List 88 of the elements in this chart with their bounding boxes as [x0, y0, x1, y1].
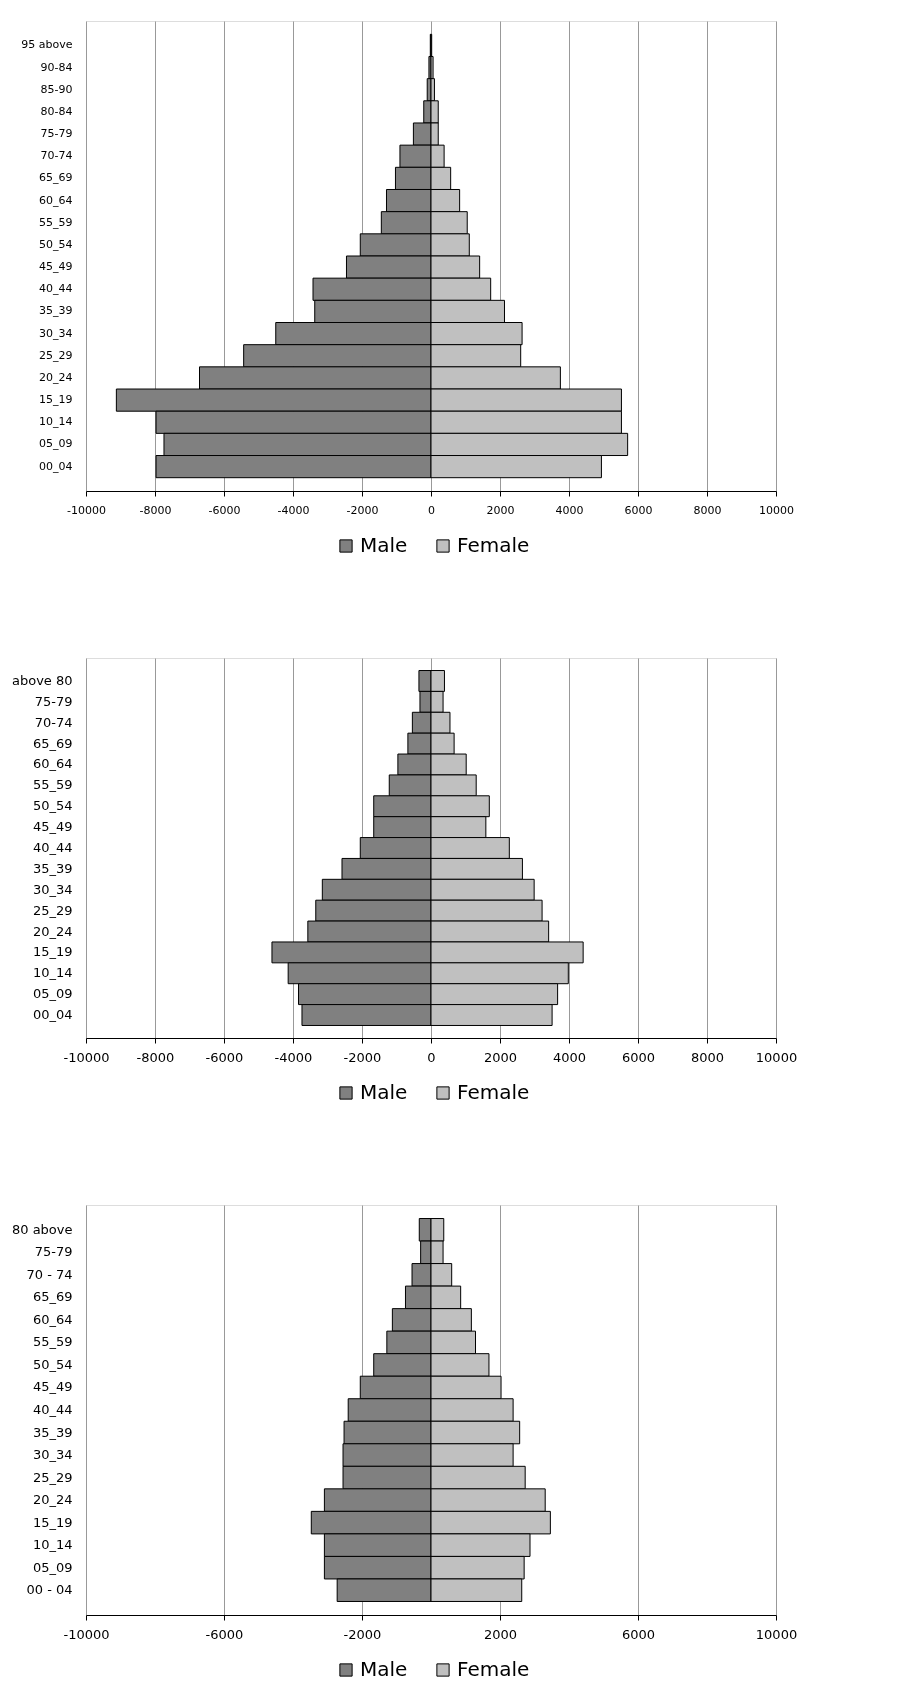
- y-tick-label: 00_04: [39, 459, 73, 473]
- x-tick-label: -6000: [205, 1049, 244, 1065]
- y-tick-label: 00_04: [32, 1007, 73, 1023]
- y-tick-label: 10_14: [32, 1537, 73, 1553]
- y-tick-label: 05_09: [39, 437, 73, 451]
- y-tick-label: 80 above: [11, 1221, 73, 1237]
- y-tick-label: 15_19: [32, 1514, 73, 1530]
- y-tick-label: 05_09: [32, 986, 73, 1002]
- y-tick-label: 90-84: [40, 60, 73, 74]
- y-tick-label: 95 above: [21, 38, 73, 52]
- y-tick-label: 45_49: [32, 819, 73, 835]
- y-tick-label: 45_49: [32, 1379, 73, 1395]
- y-tick-label: 70-74: [40, 149, 73, 163]
- y-tick-label: 25_29: [39, 348, 73, 362]
- y-tick-label: 65_69: [32, 1289, 73, 1305]
- x-tick-label: -2000: [346, 503, 379, 517]
- y-tick-label: 80-84: [40, 104, 73, 118]
- x-tick-label: 8000: [690, 1049, 725, 1065]
- y-tick-label: 35_39: [39, 304, 73, 318]
- y-tick-label: 20_24: [32, 1492, 73, 1508]
- y-tick-label: 40_44: [39, 282, 73, 296]
- legend-label: Female: [457, 533, 530, 557]
- y-tick-label: 60_64: [39, 193, 73, 207]
- y-tick-label: 35_39: [32, 1424, 73, 1440]
- x-tick-label: 10000: [759, 503, 794, 517]
- legend-label: Female: [457, 1657, 530, 1681]
- y-tick-label: 05_09: [32, 1559, 73, 1575]
- x-tick-label: 8000: [693, 503, 722, 517]
- x-tick-label: 6000: [624, 503, 653, 517]
- y-tick-label: 55_59: [32, 777, 73, 793]
- y-tick-label: 65_69: [39, 171, 73, 185]
- y-tick-label: 15_19: [32, 944, 73, 960]
- y-tick-label: 10_14: [32, 965, 73, 981]
- x-tick-label: -10000: [63, 1049, 110, 1065]
- x-tick-label: -2000: [343, 1626, 382, 1642]
- x-tick-label: 10000: [755, 1049, 798, 1065]
- y-tick-label: 15_19: [39, 393, 73, 407]
- y-tick-label: 45_49: [39, 260, 73, 274]
- x-tick-label: 0: [427, 1049, 436, 1065]
- x-tick-label: 2000: [486, 503, 515, 517]
- x-tick-label: 6000: [621, 1626, 656, 1642]
- x-tick-label: -6000: [208, 503, 241, 517]
- y-tick-label: 30_34: [32, 881, 73, 897]
- legend-label: Female: [457, 1080, 530, 1104]
- y-tick-label: 55_59: [39, 215, 73, 229]
- y-tick-label: 10_14: [39, 415, 73, 429]
- x-tick-label: 4000: [552, 1049, 587, 1065]
- y-tick-label: 30_34: [32, 1447, 73, 1463]
- x-tick-label: 6000: [621, 1049, 656, 1065]
- y-tick-label: 75-79: [34, 1244, 73, 1260]
- x-tick-label: -6000: [205, 1626, 244, 1642]
- x-tick-label: 2000: [483, 1626, 518, 1642]
- y-tick-label: 85-90: [40, 82, 73, 96]
- y-tick-label: 20_24: [39, 370, 73, 384]
- y-tick-label: 55_59: [32, 1334, 73, 1350]
- y-tick-label: 60_64: [32, 1311, 73, 1327]
- legend-label: Male: [360, 1657, 408, 1681]
- y-tick-label: 40_44: [32, 840, 73, 855]
- x-tick-label: 4000: [555, 503, 584, 517]
- y-tick-label: 20_24: [32, 923, 73, 939]
- x-tick-label: 0: [428, 503, 435, 517]
- x-tick-label: -4000: [274, 1049, 313, 1065]
- x-tick-label: -8000: [136, 1049, 175, 1065]
- y-tick-label: 70 - 74: [26, 1266, 73, 1282]
- x-tick-label: -10000: [67, 503, 106, 517]
- y-tick-label: 00 - 04: [26, 1582, 73, 1598]
- x-tick-label: 10000: [755, 1626, 798, 1642]
- y-tick-label: 50_54: [39, 237, 73, 251]
- y-tick-label: 25_29: [32, 1469, 73, 1485]
- y-tick-label: 25_29: [32, 902, 73, 918]
- y-tick-label: 50_54: [32, 1356, 73, 1372]
- y-tick-label: 75-79: [40, 127, 73, 141]
- y-tick-label: 60_64: [32, 756, 73, 772]
- x-tick-label: -10000: [63, 1626, 110, 1642]
- x-tick-label: -4000: [277, 503, 310, 517]
- y-tick-label: 75-79: [34, 693, 73, 709]
- x-tick-label: 2000: [483, 1049, 518, 1065]
- x-tick-label: -8000: [139, 503, 172, 517]
- y-tick-label: 50_54: [32, 798, 73, 814]
- y-tick-label: 40_44: [32, 1402, 73, 1417]
- y-tick-label: 65_69: [32, 735, 73, 751]
- legend-label: Male: [360, 533, 408, 557]
- y-tick-label: 35_39: [32, 860, 73, 876]
- y-tick-label: 30_34: [39, 326, 73, 340]
- y-tick-label: above 80: [11, 672, 73, 688]
- legend-label: Male: [360, 1080, 408, 1104]
- x-tick-label: -2000: [343, 1049, 382, 1065]
- y-tick-label: 70-74: [34, 714, 73, 730]
